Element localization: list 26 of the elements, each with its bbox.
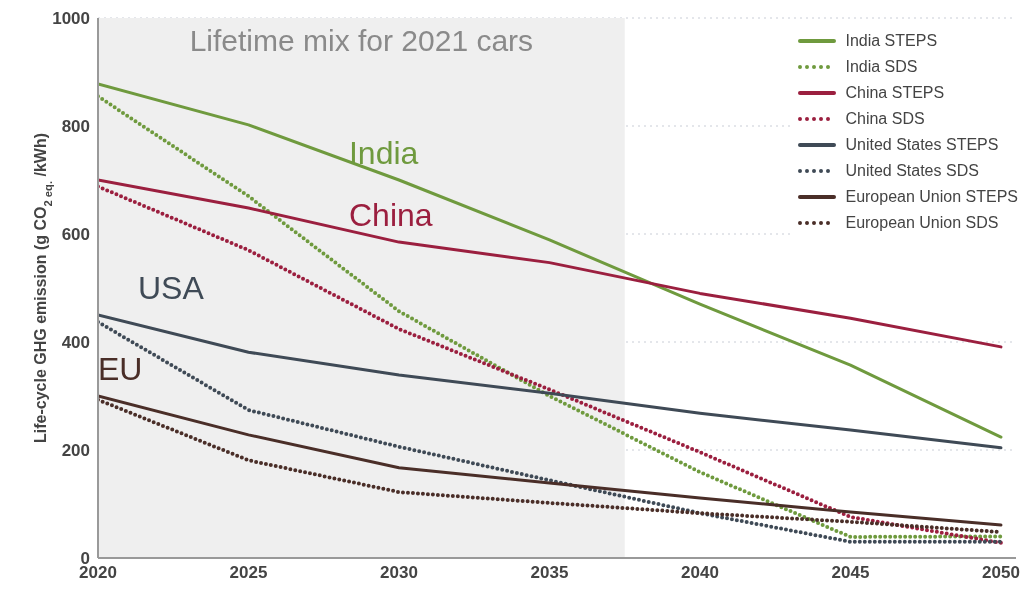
legend-label: European Union SDS — [845, 214, 999, 232]
annotation: India — [348, 135, 419, 171]
legend-label: European Union STEPS — [845, 188, 1018, 206]
annotation: USA — [138, 270, 205, 306]
legend-label: China STEPS — [845, 84, 945, 102]
legend-label: India STEPS — [845, 32, 938, 50]
x-tick-label: 2025 — [229, 563, 268, 583]
x-tick-label: 2045 — [831, 563, 870, 583]
line-series — [98, 313, 1003, 450]
y-tick-label: 800 — [61, 117, 90, 137]
legend-label: United States STEPS — [845, 136, 999, 154]
legend-label: India SDS — [845, 58, 918, 76]
y-tick-label: 200 — [61, 441, 90, 461]
x-tick-label: 2040 — [681, 563, 719, 583]
y-tick-label: 400 — [61, 333, 90, 353]
band-label: Lifetime mix for 2021 cars — [189, 24, 534, 58]
x-tick-label: 2050 — [982, 563, 1020, 583]
y-tick-label: 1000 — [52, 9, 90, 29]
annotation: China — [348, 197, 433, 234]
line-series — [98, 320, 1003, 544]
x-tick-label: 2030 — [380, 563, 418, 583]
annotation: EU — [98, 351, 143, 387]
legend-label: China SDS — [845, 110, 925, 128]
x-tick-label: 2035 — [530, 563, 569, 583]
legend-label: United States SDS — [845, 162, 979, 180]
y-tick-label: 600 — [61, 225, 90, 245]
